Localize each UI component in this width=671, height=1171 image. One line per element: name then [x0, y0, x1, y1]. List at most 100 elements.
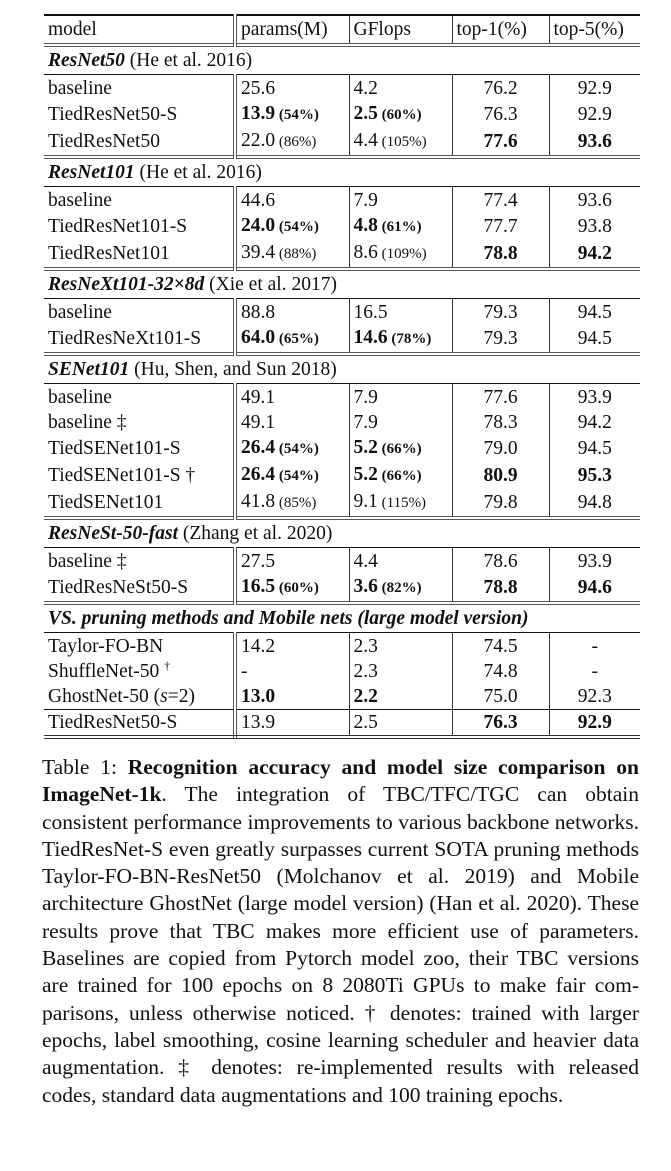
params-value: 24.0 [241, 215, 276, 236]
cell-top1: 76.3 [452, 101, 550, 128]
gflops-percent: (78%) [387, 331, 432, 347]
model-name-tail: =2) [167, 686, 195, 707]
cell-top5: 93.9 [577, 387, 612, 408]
section-name: ResNeXt101-32×8d [48, 274, 205, 295]
section-citation: (Xie et al. 2017) [204, 274, 337, 295]
section-header-resnet50: ResNet50 (He et al. 2016) [44, 43, 640, 75]
cell-params: 64.0 (65%) [235, 325, 350, 354]
cell-top5: 94.6 [549, 574, 640, 603]
params-value: 13.9 [241, 103, 276, 124]
gflops-value: 14.6 [353, 327, 388, 348]
cell-gflops: 2.5 [349, 709, 453, 739]
gflops-percent: (82%) [377, 580, 422, 596]
cell-model: baseline [44, 186, 237, 213]
table-row: GhostNet-50 (s=2) 13.0 2.2 75.0 92.3 [44, 684, 640, 710]
dagger-superscript: † [164, 658, 171, 673]
table-caption: Table 1: Recognition accuracy and model … [42, 754, 639, 1109]
cell-top1: 77.7 [452, 213, 550, 240]
cell-params: 39.4 (88%) [235, 240, 350, 269]
header-top5: top-5(%) [549, 14, 640, 46]
cell-top1: 79.3 [452, 325, 550, 354]
model-name: ShuffleNet-50 [48, 661, 160, 682]
cell-gflops: 2.3 [349, 632, 453, 659]
cell-top1: 76.3 [452, 709, 550, 739]
cell-top5: 94.8 [577, 492, 612, 513]
cell-top5: 94.2 [549, 240, 640, 269]
cell-top5: 93.8 [577, 216, 612, 237]
params-percent: (88%) [275, 246, 317, 262]
section-header-vs-pruning: VS. pruning methods and Mobile nets (lar… [44, 601, 640, 633]
table-row: TiedResNet101-S 24.0 (54%) 4.8 (61%) 77.… [44, 213, 640, 240]
params-percent: (54%) [275, 468, 319, 484]
table-row: TiedResNet50 22.0 (86%) 4.4 (105%) 77.6 … [44, 128, 640, 157]
gflops-percent: (66%) [377, 441, 422, 457]
gflops-value: 4.8 [353, 215, 378, 236]
caption-title: Recognition accuracy and model size comp… [42, 755, 639, 807]
section-header-resnet101: ResNet101 (He et al. 2016) [44, 155, 640, 187]
gflops-percent: (66%) [377, 468, 422, 484]
gflops-value: 5.2 [353, 464, 378, 485]
section-name: ResNeSt-50-fast [48, 523, 178, 544]
cell-params: 26.4 (54%) [235, 462, 350, 489]
section-citation: (Hu, Shen, and Sun 2018) [129, 359, 337, 380]
cell-top5: 94.2 [577, 412, 612, 433]
results-table: model params(M) GFlops top-1(%) top-5(%)… [44, 14, 640, 739]
cell-params: 13.9 [235, 709, 350, 739]
gflops-percent: (61%) [377, 219, 422, 235]
cell-params: 26.4 (54%) [235, 435, 350, 462]
top1-value: 77.6 [483, 131, 518, 152]
cell-gflops: 2.3 [349, 659, 453, 684]
cell-model: TiedResNet101 [44, 240, 237, 269]
cell-top1: 74.5 [452, 632, 550, 659]
cell-model: baseline [44, 298, 237, 325]
model-param-s: s [160, 686, 168, 707]
cell-model: TiedSENet101-S † [44, 462, 237, 489]
table-row: baseline 88.8 16.5 79.3 94.5 [44, 298, 640, 325]
cell-top5: 92.9 [577, 104, 612, 125]
top5-value: 92.9 [577, 712, 612, 733]
cell-gflops: 16.5 [349, 298, 453, 325]
params-value: 26.4 [241, 464, 276, 485]
gflops-value: 2.5 [353, 103, 378, 124]
cell-params: 13.0 [235, 684, 350, 710]
cell-top1: 77.6 [452, 128, 550, 157]
table-row: baseline ‡ 49.1 7.9 78.3 94.2 [44, 410, 640, 435]
table-row: TiedSENet101-S † 26.4 (54%) 5.2 (66%) 80… [44, 462, 640, 489]
cell-model: ShuffleNet-50 † [44, 658, 237, 684]
cell-gflops: 4.2 [349, 74, 453, 101]
cell-gflops: 3.6 (82%) [349, 574, 453, 603]
top5-value: 94.2 [577, 243, 612, 264]
cell-params: 44.6 [235, 186, 350, 213]
caption-label: Table 1: [42, 755, 128, 779]
cell-gflops: 8.6 (109%) [349, 240, 453, 269]
cell-gflops: 4.8 (61%) [349, 213, 453, 240]
cell-top5: 94.5 [577, 438, 612, 459]
cell-top5: - [591, 661, 599, 682]
cell-top1: 79.0 [452, 435, 550, 462]
gflops-percent: (60%) [377, 107, 422, 123]
section-header-resnext101: ResNeXt101-32×8d (Xie et al. 2017) [44, 267, 640, 299]
params-percent: (54%) [275, 107, 319, 123]
cell-top1: 79.3 [452, 298, 550, 325]
gflops-value: 2.2 [353, 686, 378, 707]
section-name: SENet101 [48, 359, 130, 380]
cell-model: baseline ‡ [44, 410, 237, 435]
gflops-percent: (109%) [377, 246, 427, 262]
header-gflops: GFlops [349, 14, 453, 46]
header-params: params(M) [235, 14, 350, 46]
cell-top5: 95.3 [549, 462, 640, 489]
cell-model: GhostNet-50 (s=2) [44, 684, 237, 710]
cell-top1: 77.6 [452, 383, 550, 410]
cell-model: TiedResNet101-S [44, 213, 237, 240]
cell-gflops: 7.9 [349, 383, 453, 410]
cell-top1: 79.8 [452, 489, 550, 518]
header-row: model params(M) GFlops top-1(%) top-5(%) [44, 14, 640, 46]
cell-top5: 92.3 [577, 686, 612, 707]
top5-value: 94.6 [577, 577, 612, 598]
cell-top1: 78.3 [452, 410, 550, 435]
cell-params: 16.5 (60%) [235, 574, 350, 603]
section-citation: (He et al. 2016) [134, 162, 262, 183]
params-value: 22.0 [241, 130, 276, 151]
params-percent: (60%) [275, 580, 319, 596]
section-header-senet101: SENet101 (Hu, Shen, and Sun 2018) [44, 352, 640, 384]
